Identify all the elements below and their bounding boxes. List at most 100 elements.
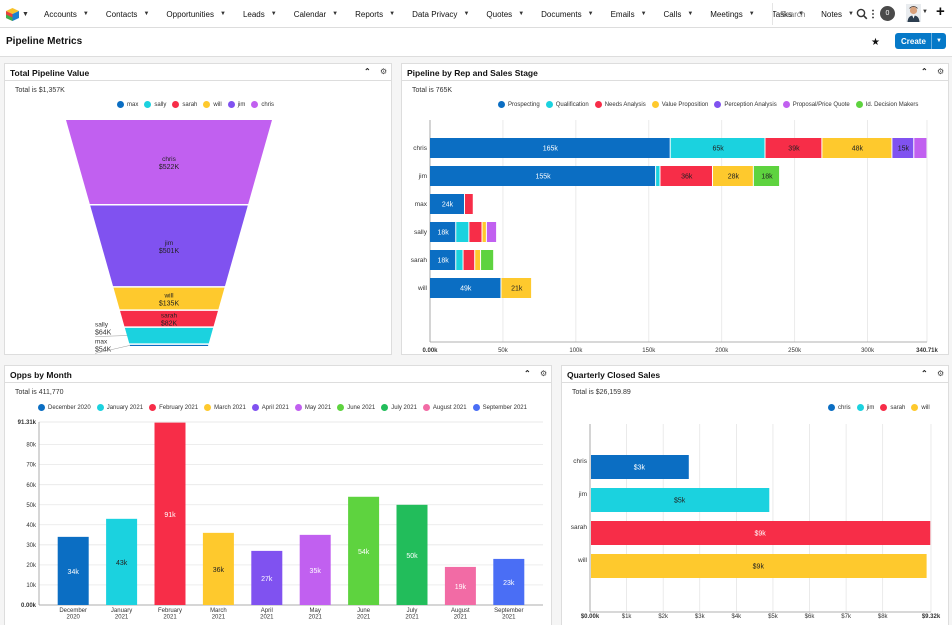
bar-segment[interactable] — [430, 278, 501, 298]
nav-item-leads[interactable]: Leads ▼ — [243, 0, 277, 28]
month-bar[interactable] — [348, 496, 380, 605]
legend-item[interactable]: chris — [828, 404, 851, 411]
month-bar[interactable] — [299, 534, 331, 605]
bar-segment[interactable] — [482, 222, 486, 242]
sales-bar[interactable] — [591, 455, 689, 479]
bar-segment[interactable] — [656, 166, 660, 186]
sales-bar[interactable] — [591, 488, 770, 512]
nav-item-reports[interactable]: Reports ▼ — [355, 0, 395, 28]
app-logo-menu[interactable]: ▼ — [6, 5, 34, 23]
quick-create-plus-icon[interactable]: + — [936, 3, 945, 20]
bar-segment[interactable] — [822, 138, 892, 158]
bar-segment[interactable] — [456, 250, 463, 270]
nav-item-data-privacy[interactable]: Data Privacy ▼ — [412, 0, 469, 28]
collapse-chevron-up-icon[interactable]: ⌃ — [921, 67, 928, 76]
nav-item-quotes[interactable]: Quotes ▼ — [486, 0, 524, 28]
nav-item-accounts[interactable]: Accounts ▼ — [44, 0, 89, 28]
legend-item[interactable]: February 2021 — [149, 404, 198, 411]
legend-item[interactable]: jim — [227, 101, 245, 108]
bar-segment[interactable] — [753, 166, 780, 186]
bar-segment[interactable] — [430, 194, 465, 214]
nav-item-documents[interactable]: Documents ▼ — [541, 0, 593, 28]
bar-segment[interactable] — [914, 138, 927, 158]
legend-item[interactable]: will — [911, 404, 930, 411]
chevron-down-icon[interactable]: ▼ — [82, 11, 89, 17]
bar-segment[interactable] — [481, 250, 494, 270]
chevron-down-icon[interactable]: ▼ — [587, 11, 594, 17]
legend-item[interactable]: jim — [856, 404, 874, 411]
legend-item[interactable]: sarah — [172, 101, 197, 108]
sales-bar[interactable] — [591, 554, 927, 578]
legend-item[interactable]: Perception Analysis — [714, 101, 777, 108]
bar-segment[interactable] — [463, 250, 475, 270]
bar-segment[interactable] — [465, 194, 473, 214]
legend-item[interactable]: Proposal/Price Quote — [782, 101, 850, 108]
chevron-down-icon[interactable]: ▼ — [332, 11, 339, 17]
legend-item[interactable]: July 2021 — [381, 404, 417, 411]
bar-segment[interactable] — [430, 166, 656, 186]
month-bar[interactable] — [251, 550, 283, 605]
month-bar[interactable] — [106, 518, 138, 605]
global-search[interactable] — [772, 3, 874, 25]
bar-segment[interactable] — [430, 250, 456, 270]
chevron-down-icon[interactable]: ▼ — [463, 11, 470, 17]
more-menu-icon[interactable]: ⋮ — [867, 8, 878, 20]
gear-icon[interactable]: ⚙ — [937, 369, 945, 378]
search-input[interactable] — [773, 9, 853, 19]
month-bar[interactable] — [444, 566, 476, 605]
search-icon[interactable] — [856, 8, 868, 20]
legend-item[interactable]: sally — [144, 101, 166, 108]
collapse-chevron-up-icon[interactable]: ⌃ — [921, 369, 928, 378]
legend-item[interactable]: March 2021 — [204, 404, 246, 411]
nav-item-emails[interactable]: Emails ▼ — [611, 0, 647, 28]
gear-icon[interactable]: ⚙ — [380, 67, 388, 76]
legend-item[interactable]: April 2021 — [251, 404, 289, 411]
legend-item[interactable]: Qualification — [545, 101, 589, 108]
funnel-segment-chris[interactable] — [66, 120, 272, 204]
bar-segment[interactable] — [892, 138, 914, 158]
nav-item-calls[interactable]: Calls ▼ — [664, 0, 694, 28]
bar-segment[interactable] — [765, 138, 822, 158]
bar-segment[interactable] — [456, 222, 469, 242]
chevron-down-icon[interactable]: ▼ — [936, 38, 942, 44]
nav-item-opportunities[interactable]: Opportunities ▼ — [166, 0, 226, 28]
notifications-badge[interactable]: 0 — [880, 6, 895, 21]
legend-item[interactable]: September 2021 — [472, 404, 527, 411]
month-bar[interactable] — [57, 536, 89, 605]
nav-item-calendar[interactable]: Calendar ▼ — [294, 0, 338, 28]
legend-item[interactable]: January 2021 — [96, 404, 143, 411]
chevron-down-icon[interactable]: ▼ — [922, 9, 928, 15]
bar-segment[interactable] — [660, 166, 712, 186]
month-bar[interactable] — [202, 532, 234, 605]
funnel-segment-sally[interactable] — [124, 327, 214, 344]
bar-segment[interactable] — [670, 138, 765, 158]
collapse-chevron-up-icon[interactable]: ⌃ — [364, 67, 371, 76]
funnel-segment-will[interactable] — [113, 287, 225, 310]
funnel-segment-max[interactable] — [129, 344, 209, 346]
bar-segment[interactable] — [430, 138, 670, 158]
bar-segment[interactable] — [430, 222, 456, 242]
nav-item-meetings[interactable]: Meetings ▼ — [710, 0, 754, 28]
legend-item[interactable]: Value Proposition — [651, 101, 708, 108]
gear-icon[interactable]: ⚙ — [937, 67, 945, 76]
chevron-down-icon[interactable]: ▼ — [748, 11, 755, 17]
chevron-down-icon[interactable]: ▼ — [219, 11, 226, 17]
bar-segment[interactable] — [475, 250, 481, 270]
chevron-down-icon[interactable]: ▼ — [640, 11, 647, 17]
legend-item[interactable]: August 2021 — [422, 404, 467, 411]
bar-segment[interactable] — [469, 222, 482, 242]
legend-item[interactable]: December 2020 — [38, 404, 91, 411]
chevron-down-icon[interactable]: ▼ — [270, 11, 277, 17]
create-button[interactable]: Create ▼ — [895, 33, 946, 49]
legend-item[interactable]: Id. Decision Makers — [855, 101, 918, 108]
legend-item[interactable]: Prospecting — [498, 101, 540, 108]
user-avatar[interactable] — [906, 4, 921, 22]
month-bar[interactable] — [493, 558, 525, 605]
legend-item[interactable]: max — [117, 101, 138, 108]
bar-segment[interactable] — [712, 166, 753, 186]
legend-item[interactable]: will — [203, 101, 222, 108]
chevron-down-icon[interactable]: ▼ — [143, 11, 150, 17]
gear-icon[interactable]: ⚙ — [540, 369, 548, 378]
month-bar[interactable] — [396, 504, 428, 605]
legend-item[interactable]: chris — [251, 101, 274, 108]
